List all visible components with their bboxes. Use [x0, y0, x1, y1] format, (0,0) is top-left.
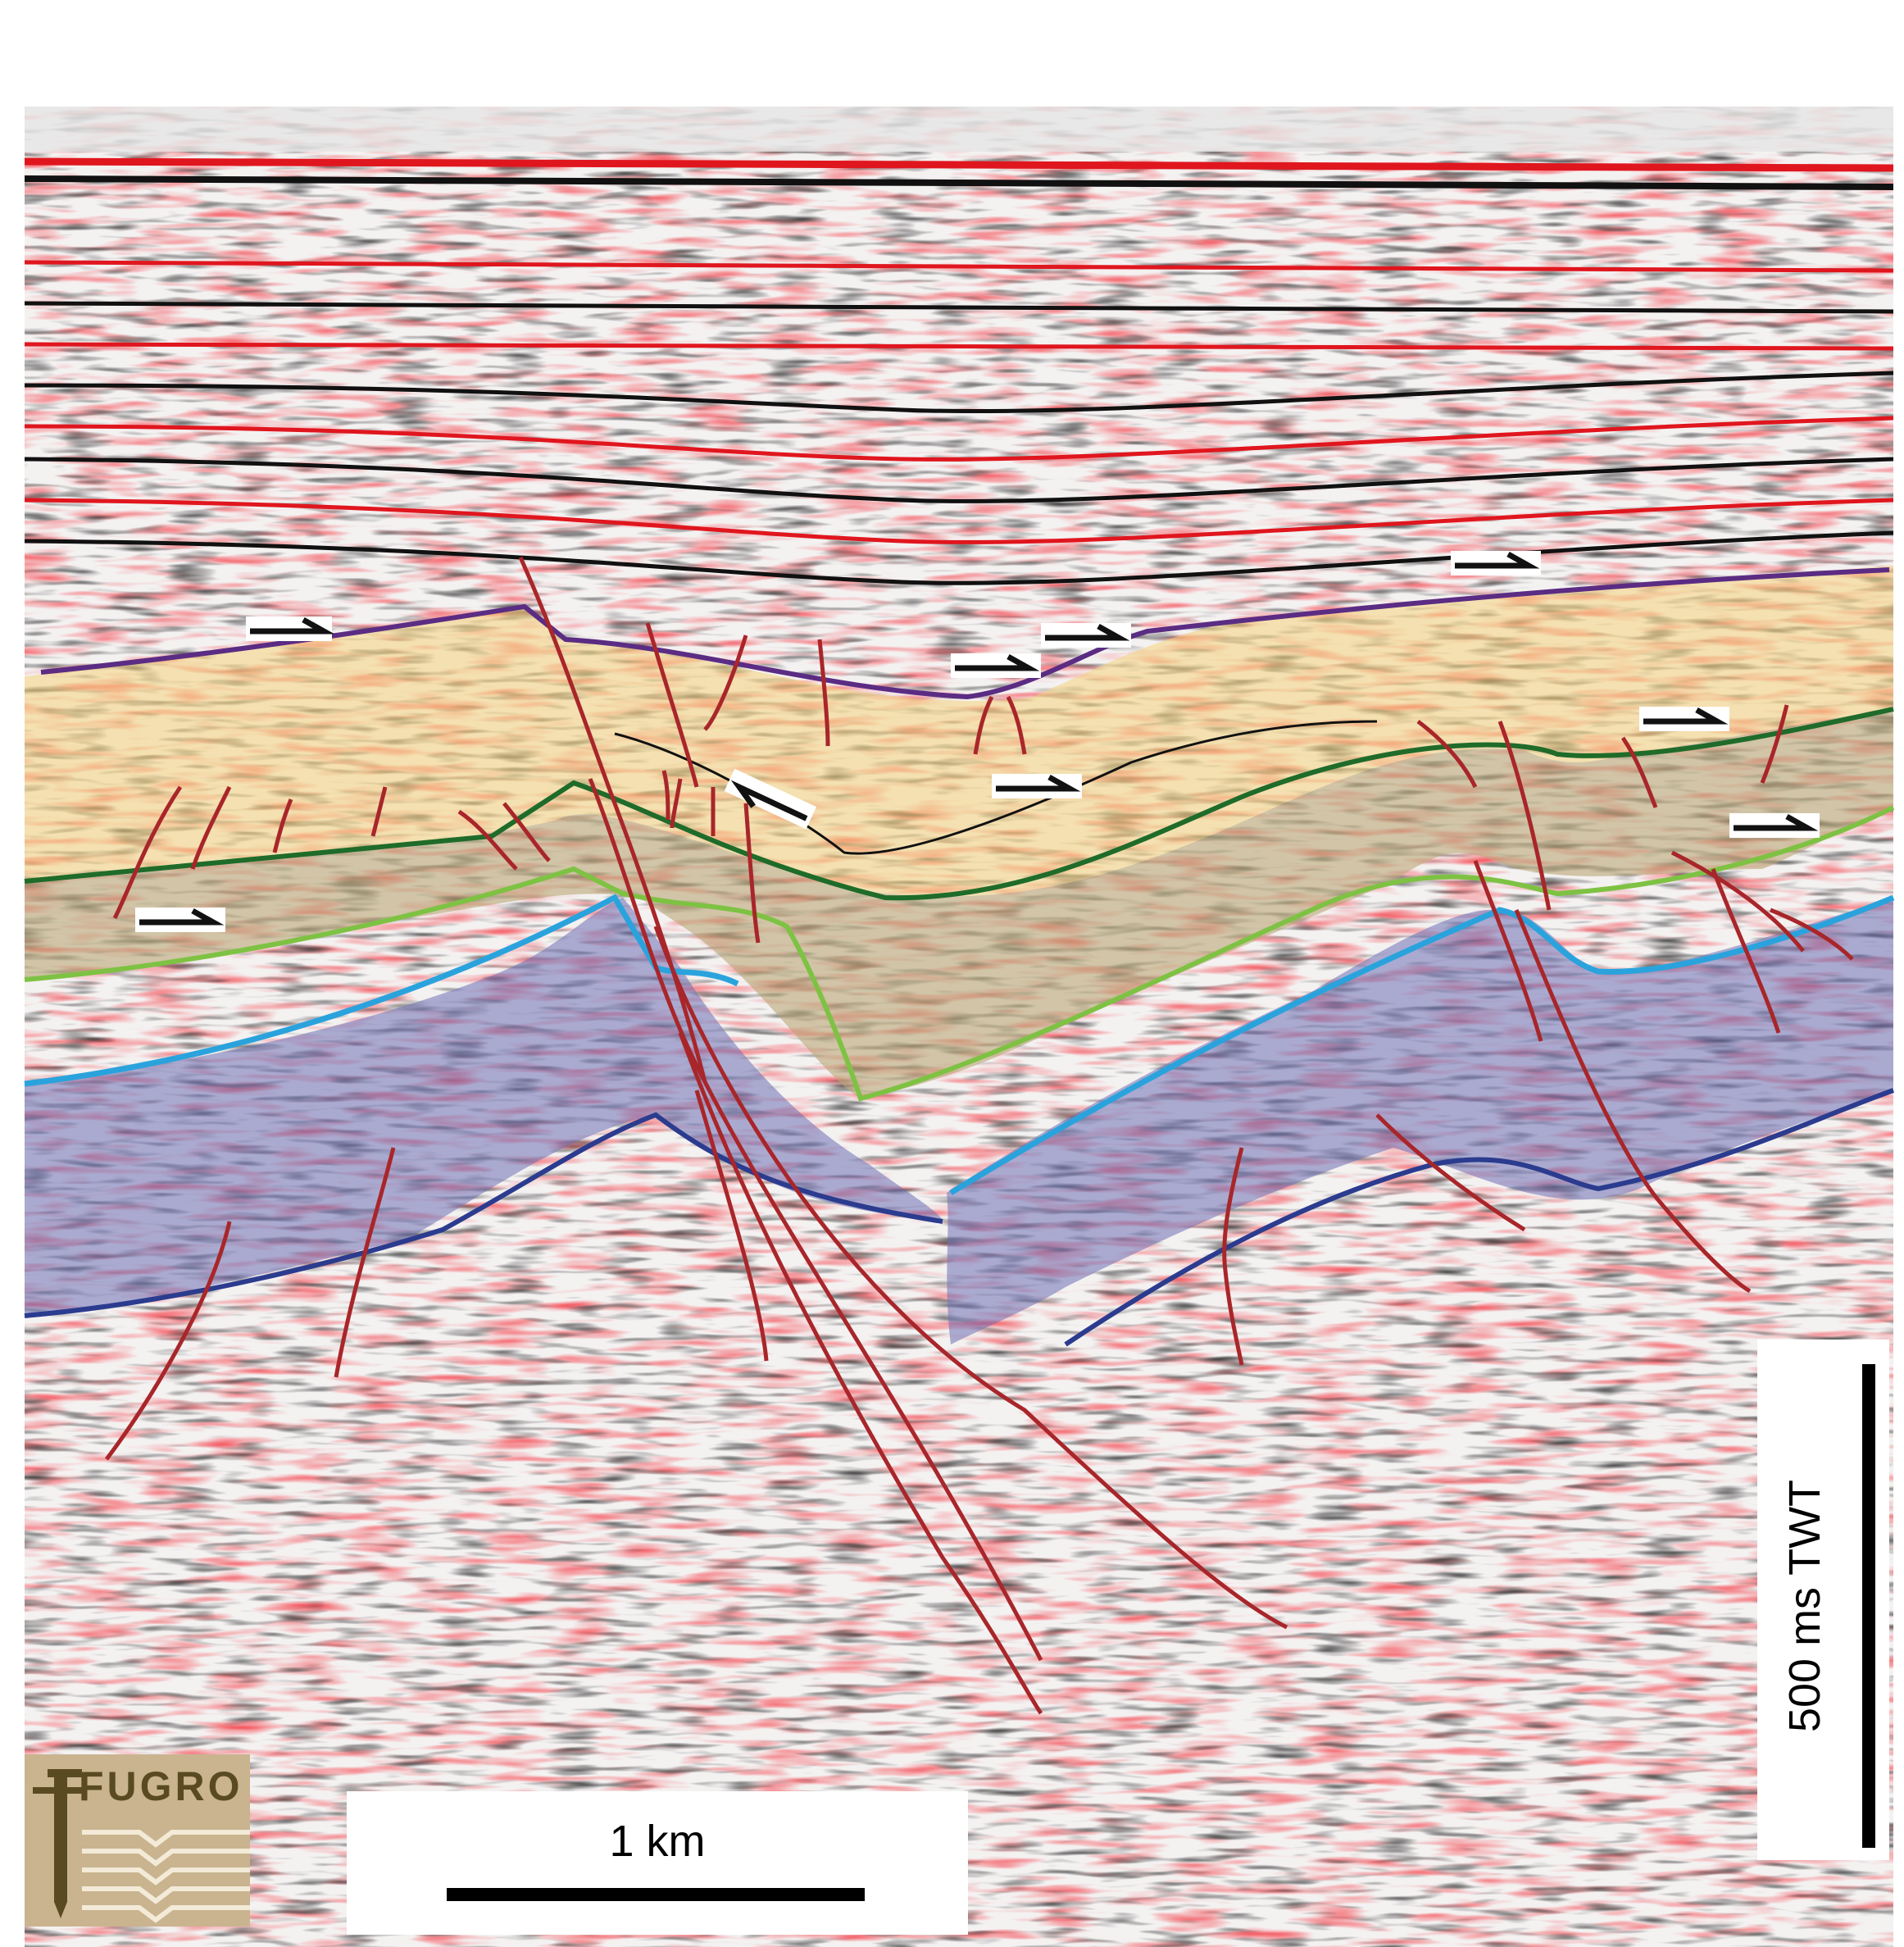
horizon-light-green — [24, 805, 1895, 1102]
fugro-logo-graphic — [33, 1769, 250, 1923]
vertical-scale-label: 500 ms TWT — [1780, 1479, 1829, 1733]
vertical-scale-bar: 500 ms TWT — [1757, 1340, 1889, 1860]
horizontal-scale-label: 1 km — [609, 1817, 706, 1866]
vertical-scale-line — [1862, 1364, 1875, 1848]
blue-unit-left — [25, 898, 943, 1316]
horizon-dark-green — [24, 707, 1894, 901]
horizontal-scale-line — [447, 1888, 865, 1901]
faults — [104, 556, 1854, 1715]
yellow-unit — [25, 566, 1893, 897]
shear-arrows — [135, 551, 1820, 932]
horizontal-scale-bar: 1 km — [347, 1791, 968, 1935]
horizon-navy — [24, 1088, 1895, 1347]
blue-unit-right — [947, 898, 1893, 1344]
fugro-logo: FUGRO — [25, 1754, 250, 1927]
horizon-purple — [40, 567, 1890, 700]
fugro-logo-text: FUGRO — [79, 1763, 243, 1809]
olive-wedge — [25, 709, 1893, 1099]
horizons — [24, 567, 1895, 1347]
